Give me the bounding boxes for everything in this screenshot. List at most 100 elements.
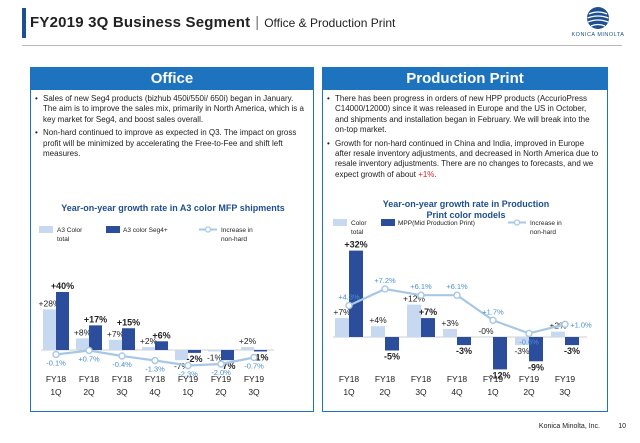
nonhard-label: -2.3% bbox=[178, 370, 198, 379]
page-title-main: FY2019 3Q Business Segment bbox=[30, 14, 251, 31]
legend-swatch-total bbox=[333, 219, 347, 226]
data-label-total: +7% bbox=[333, 307, 351, 317]
nonhard-label: -0.4% bbox=[112, 360, 132, 369]
data-label-total: +3% bbox=[441, 318, 459, 328]
bar-seg bbox=[56, 292, 69, 350]
data-label-seg: -1% bbox=[252, 352, 268, 362]
bar-total bbox=[43, 309, 56, 350]
category-label: 1Q bbox=[182, 387, 194, 397]
nonhard-label: -1.3% bbox=[145, 365, 165, 374]
nonhard-label: +6.1% bbox=[410, 282, 432, 291]
bar-seg bbox=[385, 337, 399, 351]
bar-seg bbox=[122, 328, 135, 350]
nonhard-point bbox=[381, 285, 389, 293]
office-panel: Office Sales of new Seg4 products (bizhu… bbox=[30, 67, 314, 412]
data-label-total: +8% bbox=[74, 327, 92, 337]
production-heading: Production Print bbox=[323, 68, 607, 90]
category-label: FY18 bbox=[145, 374, 166, 384]
nonhard-point bbox=[151, 356, 159, 365]
footer-company: Konica Minolta, Inc. bbox=[538, 423, 600, 430]
legend-swatch-seg bbox=[106, 226, 120, 233]
data-label-seg: -12% bbox=[489, 370, 510, 380]
data-label-seg: +17% bbox=[84, 314, 107, 324]
bar-total bbox=[76, 338, 89, 350]
legend-label-seg: MPP(Mid Production Print) bbox=[398, 220, 475, 227]
office-bullet-2: Non-hard continued to improve as expecte… bbox=[35, 128, 307, 159]
legend-label-nonhard: Increase in bbox=[530, 220, 562, 227]
nonhard-label: +7.2% bbox=[374, 276, 396, 285]
data-label-seg: +15% bbox=[117, 317, 140, 327]
category-label: FY18 bbox=[375, 374, 396, 384]
category-label: FY19 bbox=[211, 374, 232, 384]
data-label-seg: -3% bbox=[564, 346, 580, 356]
category-label: 1Q bbox=[487, 387, 499, 397]
legend-label-seg: A3 color Seg4+ bbox=[123, 227, 168, 234]
legend-label-total: total bbox=[57, 236, 70, 243]
bar-seg bbox=[254, 350, 267, 352]
legend-label-total: A3 Color bbox=[57, 227, 83, 234]
legend-label-nonhard: Increase in bbox=[221, 227, 253, 234]
category-label: 3Q bbox=[415, 387, 427, 397]
bar-total bbox=[335, 318, 349, 337]
data-label-total: +7% bbox=[107, 329, 125, 339]
category-label: FY18 bbox=[79, 374, 100, 384]
category-label: 2Q bbox=[523, 387, 535, 397]
data-label-seg: -3% bbox=[456, 346, 472, 356]
nonhard-label: +0.7% bbox=[78, 355, 100, 364]
production-bullet-2: Growth for non-hard continued in China a… bbox=[327, 139, 601, 181]
nonhard-point bbox=[217, 360, 225, 368]
data-label-total: +12% bbox=[403, 294, 425, 304]
data-label-total: +28% bbox=[39, 298, 61, 308]
header-accent-bar bbox=[22, 8, 26, 38]
page-number: 10 bbox=[618, 423, 626, 430]
office-chart-title: Year-on-year growth rate in A3 color MFP… bbox=[61, 203, 285, 213]
category-label: 1Q bbox=[343, 387, 355, 397]
nonhard-point bbox=[453, 291, 461, 299]
bar-seg bbox=[457, 337, 471, 346]
production-chart-title-line1: Year-on-year growth rate in Production bbox=[382, 199, 550, 209]
data-label-total: +2% bbox=[239, 336, 257, 346]
bar-total bbox=[407, 304, 421, 337]
nonhard-point bbox=[525, 329, 533, 338]
category-label: FY19 bbox=[483, 374, 504, 384]
data-label-total: -3% bbox=[514, 346, 530, 356]
category-label: FY19 bbox=[519, 374, 540, 384]
bar-seg bbox=[349, 250, 363, 337]
bar-total bbox=[551, 331, 565, 337]
legend-swatch-seg bbox=[381, 219, 395, 226]
data-label-total: +2% bbox=[140, 336, 158, 346]
category-label: FY18 bbox=[112, 374, 133, 384]
bar-seg bbox=[493, 337, 507, 370]
data-label-total: -0% bbox=[478, 326, 494, 336]
logo-brand-text: KONICA MINOLTA bbox=[571, 32, 625, 38]
bar-total bbox=[515, 337, 529, 346]
bar-seg bbox=[421, 318, 435, 337]
bar-total bbox=[371, 326, 385, 337]
nonhard-point bbox=[184, 361, 192, 370]
category-label: FY18 bbox=[46, 374, 67, 384]
production-bullet-2-text: Growth for non-hard continued in China a… bbox=[335, 138, 599, 179]
data-label-seg: -9% bbox=[528, 362, 544, 372]
production-bullet-1: There has been progress in orders of new… bbox=[327, 94, 601, 136]
legend-marker-nonhard bbox=[513, 219, 521, 226]
legend-label-total: total bbox=[351, 229, 364, 236]
nonhard-label: -0.6% bbox=[519, 337, 539, 346]
production-chart-title: Year-on-year growth rate in Production P… bbox=[323, 199, 609, 221]
title-separator: | bbox=[255, 14, 260, 31]
office-chart: A3 Color total A3 color Seg4+ Increase in no… bbox=[39, 226, 274, 397]
data-label-seg: -5% bbox=[384, 352, 400, 362]
data-label-seg: -7% bbox=[219, 361, 235, 371]
nonhard-point bbox=[417, 291, 425, 299]
bar-seg bbox=[89, 325, 102, 350]
bar-total bbox=[142, 347, 155, 350]
data-label-total: -7% bbox=[174, 361, 190, 371]
nonhard-point bbox=[489, 316, 497, 325]
data-label-seg: -2% bbox=[186, 354, 202, 364]
category-label: 1Q bbox=[50, 387, 62, 397]
bar-seg bbox=[221, 350, 234, 361]
bar-total bbox=[175, 350, 188, 361]
nonhard-label: -0.1% bbox=[46, 359, 66, 368]
bar-total bbox=[109, 339, 122, 350]
category-label: 2Q bbox=[83, 387, 95, 397]
category-label: FY19 bbox=[555, 374, 576, 384]
